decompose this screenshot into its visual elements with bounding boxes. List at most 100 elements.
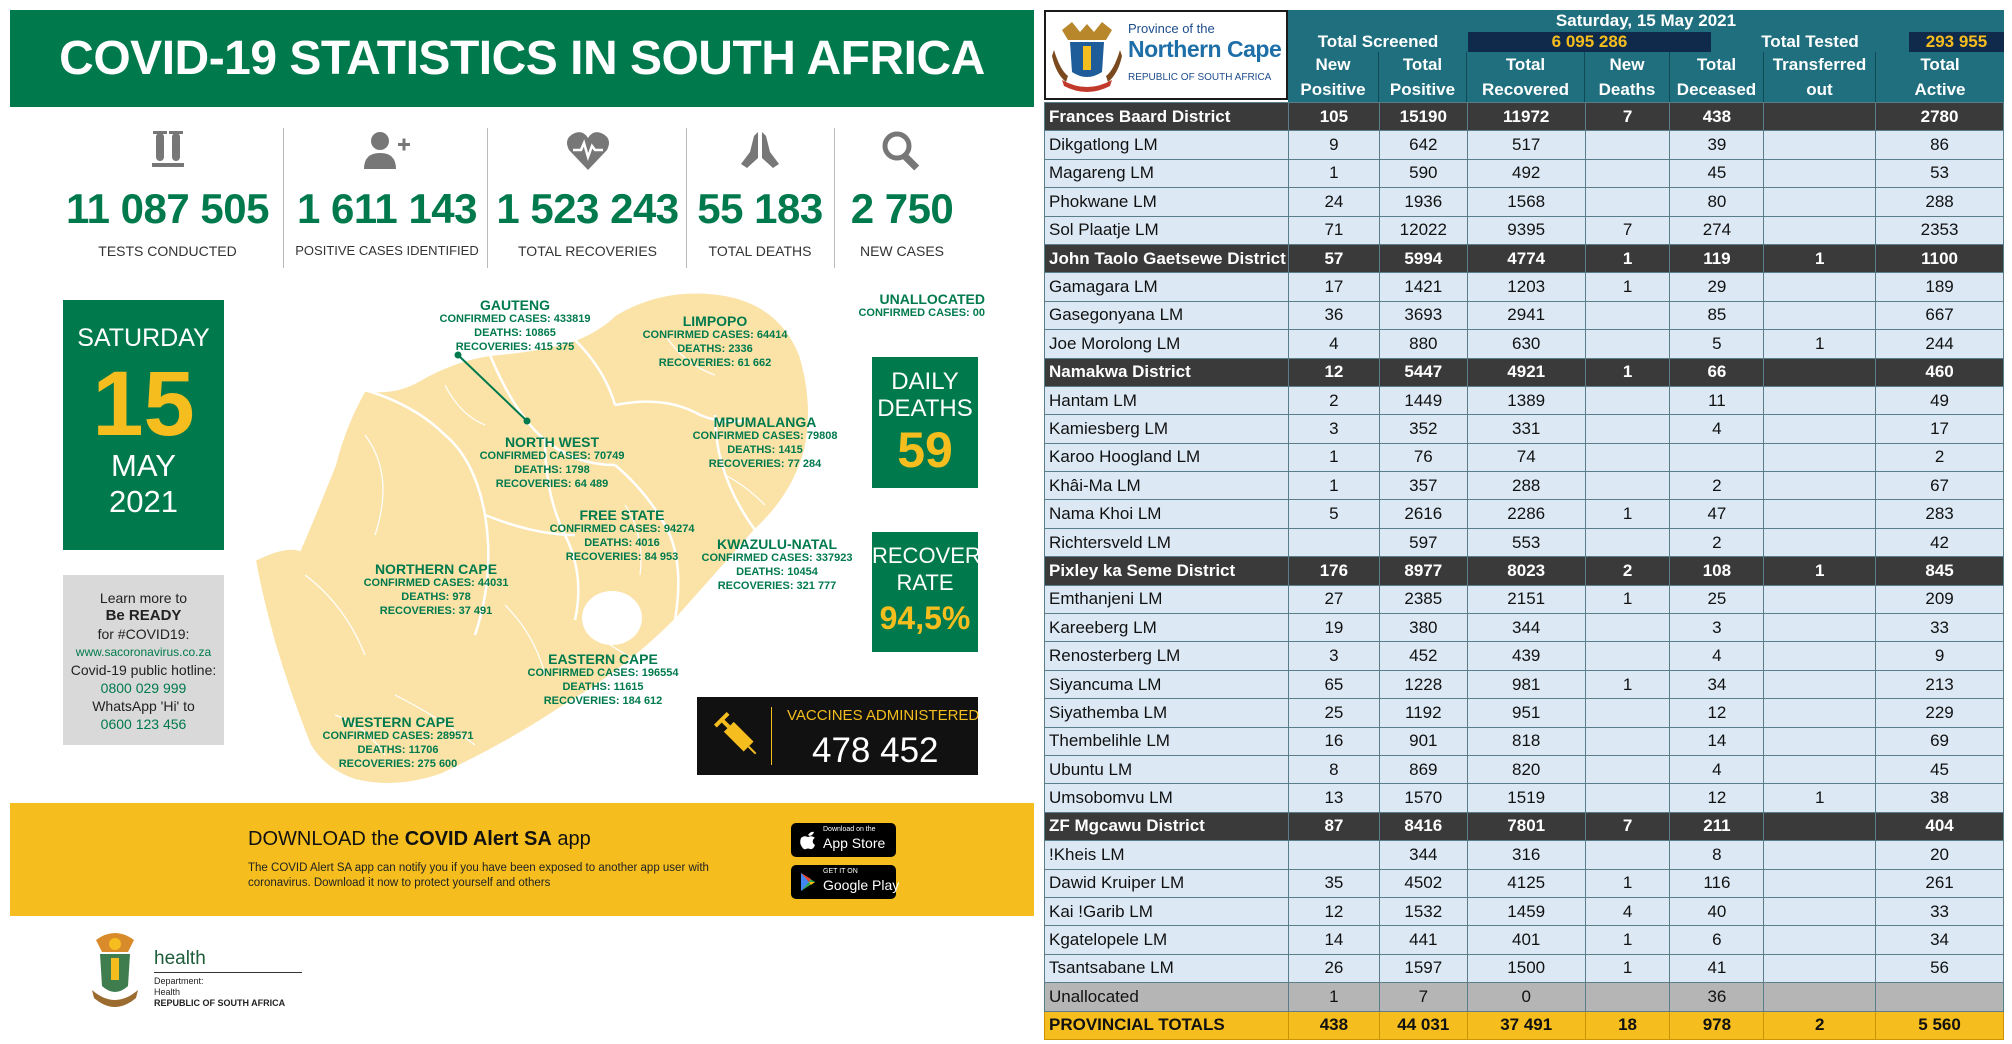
table-cell: 4	[1669, 641, 1765, 671]
info-website-link[interactable]: www.sacoronavirus.co.za	[75, 645, 212, 659]
table-cell: 1	[1584, 272, 1671, 302]
table-cell: 261	[1875, 868, 2004, 898]
table-cell: 869	[1378, 754, 1468, 785]
province-deaths: DEATHS: 2336	[677, 343, 753, 355]
table-cell	[1763, 442, 1877, 473]
table-cell	[1763, 215, 1877, 245]
district-row: Frances Baard District 105 15190 11972 7 438 2…	[1044, 101, 2004, 132]
province-deaths: DEATHS: 11706	[357, 744, 439, 756]
table-cell: 1	[1584, 243, 1671, 274]
province-recoveries: RECOVERIES: 415 375	[455, 341, 575, 353]
table-cell	[1763, 953, 1877, 984]
table-cell	[1763, 527, 1877, 558]
table-cell: 7	[1584, 215, 1671, 245]
stat-value: 1 523 243	[496, 185, 679, 232]
table-row: Renosterberg LM 3 452 439 4 9	[1044, 641, 2004, 671]
table-cell: 47	[1669, 499, 1765, 529]
table-cell	[1763, 499, 1877, 529]
table-cell	[1763, 414, 1877, 444]
health-word: health	[154, 948, 206, 969]
table-cell: 3693	[1378, 300, 1468, 331]
row-label-cell: Phokwane LM	[1044, 187, 1289, 217]
table-cell: 2151	[1466, 584, 1586, 615]
table-cell: 901	[1378, 726, 1468, 756]
table-cell	[1763, 698, 1877, 728]
download-heading: DOWNLOAD the COVID Alert SA app	[248, 828, 591, 851]
table-cell: 0	[1466, 982, 1586, 1012]
table-cell: 3	[1287, 414, 1380, 444]
stat-value: 1 611 143	[296, 185, 478, 232]
total-tested-value: 293 955	[1909, 32, 2004, 52]
table-cell: 211	[1669, 811, 1765, 842]
table-cell: 1	[1763, 783, 1877, 813]
row-label-cell: Sol Plaatje LM	[1044, 215, 1289, 245]
province-name: LIMPOPO	[682, 313, 748, 329]
table-cell: 34	[1669, 669, 1765, 700]
heartbeat-icon	[490, 125, 685, 177]
province-cases: CONFIRMED CASES: 00	[858, 307, 985, 319]
province-cases: CONFIRMED CASES: 79808	[692, 430, 838, 442]
table-cell: 2	[1584, 556, 1671, 586]
table-cell: 38	[1875, 783, 2004, 813]
google-play-small-text: GET IT ON	[823, 868, 858, 875]
row-label-cell: Thembelihle LM	[1044, 726, 1289, 756]
table-cell: 14	[1669, 726, 1765, 756]
dept-line: Health	[154, 987, 181, 997]
northern-cape-table-panel: Province of the Northern Cape REPUBLIC O…	[1044, 10, 2004, 1040]
district-data-table: Frances Baard District 105 15190 11972 7 438 2…	[1044, 101, 2004, 1040]
province-western-cape: WESTERN CAPE CONFIRMED CASES: 289571 DEA…	[308, 715, 488, 771]
table-cell: 9395	[1466, 215, 1586, 245]
table-cell	[1584, 527, 1671, 558]
google-play-icon	[801, 873, 815, 891]
syringe-icon	[713, 711, 757, 755]
table-cell: 1192	[1378, 698, 1468, 728]
stat-value: 2 750	[850, 185, 954, 232]
recovery-rate-label: RATE	[896, 570, 954, 595]
table-cell	[1763, 471, 1877, 501]
google-play-button[interactable]: GET IT ON Google Play	[791, 865, 899, 899]
stat-deaths: 55 183 TOTAL DEATHS	[688, 125, 832, 270]
recovery-rate-label: RECOVERY	[872, 543, 996, 568]
table-cell	[1763, 272, 1877, 302]
column-header-line: Total	[1920, 55, 1960, 74]
table-cell: 1936	[1378, 187, 1468, 217]
row-label-cell: John Taolo Gaetsewe District	[1044, 243, 1289, 274]
province-recoveries: RECOVERIES: 37 491	[379, 605, 493, 617]
coat-of-arms-icon	[92, 933, 138, 1007]
table-cell: 12	[1287, 357, 1380, 387]
row-label-cell: Kgatelopele LM	[1044, 925, 1289, 955]
table-cell: 8023	[1466, 556, 1586, 586]
table-cell: 9	[1875, 641, 2004, 671]
stat-label: POSITIVE CASES IDENTIFIED	[295, 243, 479, 258]
app-store-button[interactable]: Download on the App Store	[791, 823, 896, 857]
table-cell: 17	[1287, 272, 1380, 302]
row-label-cell: Ubuntu LM	[1044, 754, 1289, 785]
table-cell: 1	[1584, 953, 1671, 984]
row-label-cell: Frances Baard District	[1044, 101, 1289, 132]
table-cell: 439	[1466, 641, 1586, 671]
table-cell: 8977	[1378, 556, 1468, 586]
province-name: UNALLOCATED	[879, 291, 985, 307]
row-label-cell: Gamagara LM	[1044, 272, 1289, 302]
table-cell	[1584, 442, 1671, 473]
info-be-ready: Be READY	[105, 607, 182, 624]
row-label-cell: ZF Mgcawu District	[1044, 811, 1289, 842]
table-cell: 13	[1287, 783, 1380, 813]
table-cell	[1763, 982, 1877, 1012]
table-cell: 5447	[1378, 357, 1468, 387]
table-cell: 15190	[1378, 101, 1468, 132]
stat-label: TOTAL RECOVERIES	[518, 243, 657, 259]
health-dept-text: Department: Health REPUBLIC OF SOUTH AFR…	[154, 976, 285, 1009]
table-cell: 41	[1669, 953, 1765, 984]
table-cell: 4	[1584, 896, 1671, 927]
row-label-cell: Magareng LM	[1044, 158, 1289, 189]
table-cell: 4	[1287, 329, 1380, 359]
table-cell: 2	[1669, 471, 1765, 501]
province-recoveries: RECOVERIES: 64 489	[495, 478, 609, 490]
table-row: Gamagara LM 17 1421 1203 1 29 189	[1044, 272, 2004, 302]
logo-line: Province of the	[1128, 21, 1215, 36]
table-row: Hantam LM 2 1449 1389 11 49	[1044, 385, 2004, 416]
row-label-cell: Pixley ka Seme District	[1044, 556, 1289, 586]
table-cell: 630	[1466, 329, 1586, 359]
table-cell	[1669, 442, 1765, 473]
